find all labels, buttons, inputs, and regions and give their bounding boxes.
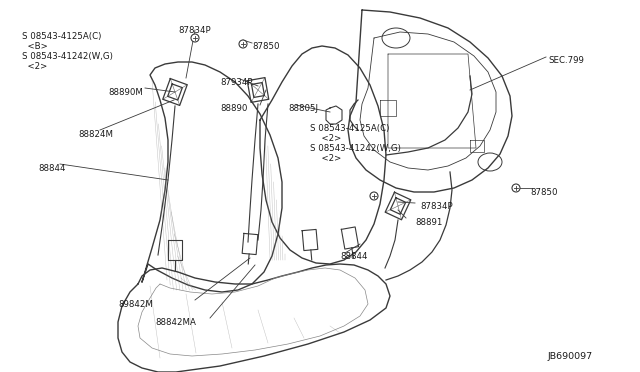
Text: 88844: 88844	[38, 164, 65, 173]
Text: 87834P: 87834P	[420, 202, 452, 211]
Text: S 08543-41242(W,G): S 08543-41242(W,G)	[22, 52, 113, 61]
Text: 88844: 88844	[340, 252, 367, 261]
Text: SEC.799: SEC.799	[548, 56, 584, 65]
Text: 87934P: 87934P	[220, 78, 253, 87]
Text: <2>: <2>	[22, 62, 47, 71]
Text: 88890M: 88890M	[108, 88, 143, 97]
Text: 88824M: 88824M	[78, 130, 113, 139]
Text: <2>: <2>	[316, 134, 341, 143]
Text: <B>: <B>	[22, 42, 48, 51]
Text: 89842M: 89842M	[118, 300, 153, 309]
Circle shape	[239, 40, 247, 48]
Text: S 08543-41242(W,G): S 08543-41242(W,G)	[310, 144, 401, 153]
Circle shape	[512, 184, 520, 192]
Text: 87834P: 87834P	[178, 26, 211, 35]
Text: 88891: 88891	[415, 218, 442, 227]
Text: 88805J: 88805J	[288, 104, 318, 113]
Text: S 08543-4125A(C): S 08543-4125A(C)	[22, 32, 101, 41]
Text: JB690097: JB690097	[548, 352, 593, 361]
Text: 88890: 88890	[220, 104, 248, 113]
Text: 87850: 87850	[252, 42, 280, 51]
Text: S 08543-4125A(C): S 08543-4125A(C)	[310, 124, 389, 133]
Text: <2>: <2>	[316, 154, 341, 163]
Text: 87850: 87850	[530, 188, 557, 197]
Text: 88842MA: 88842MA	[155, 318, 196, 327]
Circle shape	[191, 34, 199, 42]
Circle shape	[370, 192, 378, 200]
